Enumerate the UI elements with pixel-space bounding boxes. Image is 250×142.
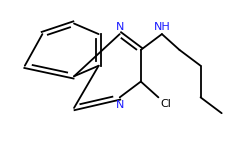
Text: N: N — [116, 100, 124, 110]
Text: N: N — [116, 22, 124, 32]
Text: Cl: Cl — [161, 99, 172, 109]
Text: NH: NH — [154, 22, 170, 32]
